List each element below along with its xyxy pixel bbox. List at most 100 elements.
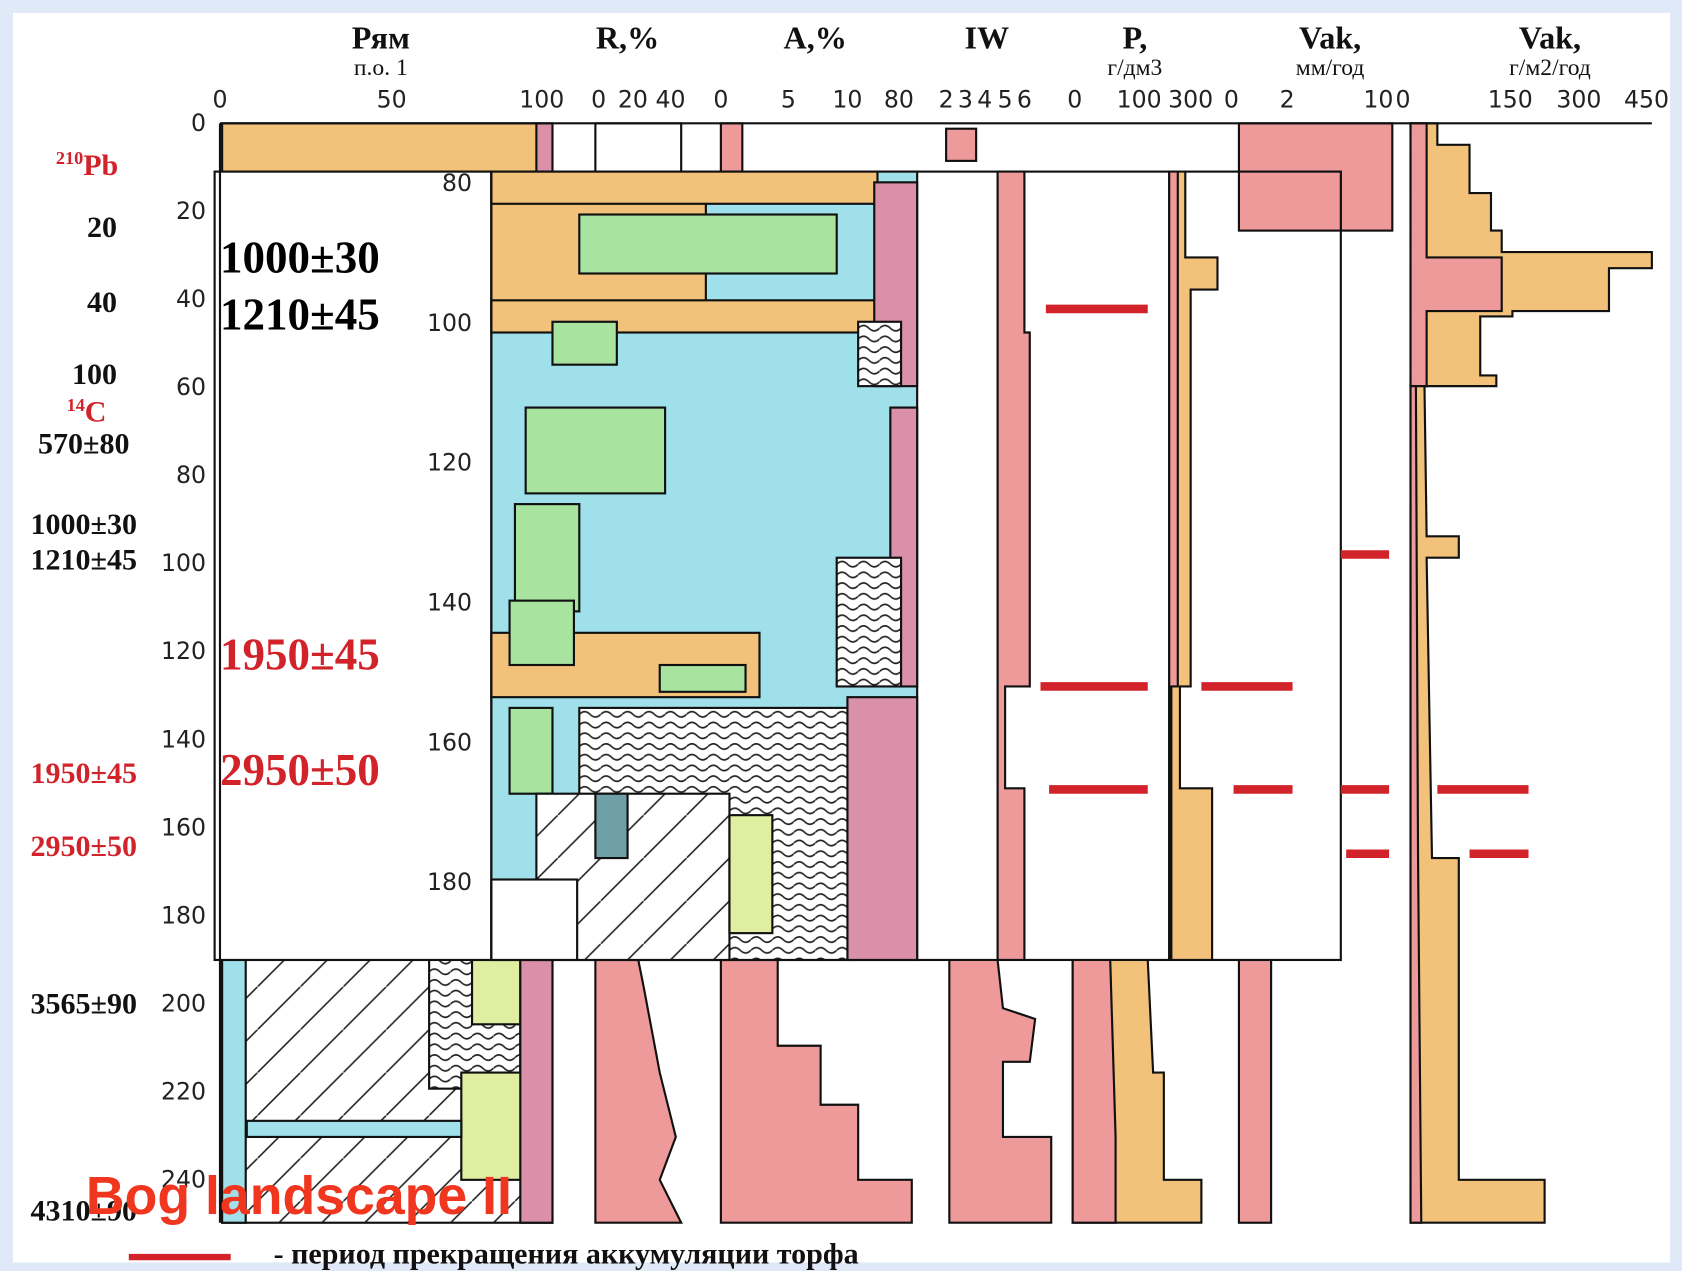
depth-tick-label: 180 xyxy=(161,901,206,929)
column-tick-label: 5 xyxy=(998,85,1013,113)
block xyxy=(222,123,538,171)
column-tick-label: 10 xyxy=(832,85,862,113)
age-label: 20 xyxy=(87,211,117,244)
age-label: 1210±45 xyxy=(30,544,137,577)
page: {"header": {"columns": [ {"title": ["Рям… xyxy=(0,0,1682,1271)
block xyxy=(491,300,877,332)
sup: 210 xyxy=(56,148,83,168)
column-tick-label: 2 xyxy=(1280,85,1295,113)
block xyxy=(536,123,552,171)
block xyxy=(660,665,746,692)
depth-tick-label: 100 xyxy=(161,549,206,577)
block xyxy=(510,601,574,665)
column-tick-label: 100 xyxy=(1117,85,1162,113)
column-title: п.о. 1 xyxy=(354,55,408,81)
block xyxy=(721,123,742,171)
profile xyxy=(998,172,1030,960)
inset-tick-label: 120 xyxy=(427,449,472,477)
inset-age-label: 2950±50 xyxy=(220,745,380,795)
block xyxy=(1239,960,1271,1223)
column-tick-label: 0 xyxy=(591,85,606,113)
age-label: 570±80 xyxy=(38,428,130,461)
inset-age-label: 1210±45 xyxy=(220,289,380,339)
depth-tick-label: 220 xyxy=(161,1077,206,1105)
block xyxy=(520,960,552,1223)
column-tick-label: 3 xyxy=(958,85,973,113)
column-tick-label: 0 xyxy=(1067,85,1082,113)
column-title: Vak, xyxy=(1519,19,1581,55)
block xyxy=(858,322,901,386)
column-tick-label: 20 xyxy=(618,85,648,113)
block xyxy=(247,1121,462,1137)
block xyxy=(461,1073,525,1180)
column-tick-label: 6 xyxy=(1017,85,1032,113)
age-label: 1950±45 xyxy=(30,757,137,790)
column-tick-label: 10 xyxy=(1363,85,1393,113)
column-title: R,% xyxy=(596,19,659,55)
block xyxy=(1239,172,1341,231)
depth-tick-label: 160 xyxy=(161,813,206,841)
inset-tick-label: 100 xyxy=(427,309,472,337)
column-tick-label: 0 xyxy=(713,85,728,113)
block xyxy=(847,697,917,960)
age-label: 3565±90 xyxy=(30,988,137,1021)
title: Bog landscape II xyxy=(86,1166,512,1226)
block xyxy=(472,960,520,1024)
column-tick-label: 150 xyxy=(1488,85,1533,113)
block xyxy=(510,708,553,794)
column-tick-label: 450 xyxy=(1624,85,1669,113)
column-tick-label: 50 xyxy=(377,85,407,113)
inset-age-label: 1950±45 xyxy=(220,629,380,679)
age-label: 2950±50 xyxy=(30,830,137,863)
inset-age-label: 1000±30 xyxy=(220,232,380,282)
sup: 14 xyxy=(67,395,85,415)
column-title: P, xyxy=(1123,19,1148,55)
column-title: IW xyxy=(965,19,1010,55)
block xyxy=(837,558,901,687)
legend-text: - период прекращения аккумуляции торфа xyxy=(274,1237,859,1270)
depth-tick-label: 200 xyxy=(161,989,206,1017)
column-title: г/м2/год xyxy=(1509,55,1591,81)
column-title: Рям xyxy=(352,19,410,55)
column-title: A,% xyxy=(784,19,847,55)
depth-tick-label: 20 xyxy=(176,197,206,225)
inset-tick-label: 80 xyxy=(442,169,472,197)
inset-tick-label: 140 xyxy=(427,589,472,617)
column-tick-label: 80 xyxy=(884,85,914,113)
column-tick-label: 4 xyxy=(977,85,992,113)
age-label: 1000±30 xyxy=(30,508,137,541)
block xyxy=(552,322,616,365)
column-tick-label: 0 xyxy=(212,85,227,113)
column-tick-label: 40 xyxy=(655,85,685,113)
block xyxy=(579,215,836,274)
column-title: Vak, xyxy=(1299,19,1361,55)
age-label: 40 xyxy=(87,286,117,319)
label: Pb xyxy=(83,149,118,182)
column-tick-label: 5 xyxy=(781,85,796,113)
block xyxy=(946,129,976,161)
block xyxy=(595,794,627,858)
label: C xyxy=(85,396,107,429)
figure: 210Pb 14C - период прекращения аккумуляц… xyxy=(0,0,1682,1271)
block xyxy=(491,172,877,204)
column-tick-label: 0 xyxy=(1224,85,1239,113)
depth-tick-label: 0 xyxy=(191,109,206,137)
column-title: мм/год xyxy=(1296,55,1365,81)
block xyxy=(515,504,579,611)
block xyxy=(595,123,681,171)
block xyxy=(491,880,577,960)
age-label: 100 xyxy=(72,358,117,391)
inset-tick-label: 160 xyxy=(427,728,472,756)
depth-tick-label: 80 xyxy=(176,461,206,489)
column-tick-label: 300 xyxy=(1168,85,1213,113)
depth-tick-label: 60 xyxy=(176,373,206,401)
column-tick-label: 2 xyxy=(939,85,954,113)
column-title: г/дм3 xyxy=(1107,55,1162,81)
column-tick-label: 100 xyxy=(519,85,564,113)
depth-tick-label: 140 xyxy=(161,725,206,753)
depth-tick-label: 120 xyxy=(161,637,206,665)
block xyxy=(729,815,772,933)
depth-tick-label: 40 xyxy=(176,285,206,313)
profile xyxy=(1073,960,1116,1223)
inset-tick-label: 180 xyxy=(427,868,472,896)
